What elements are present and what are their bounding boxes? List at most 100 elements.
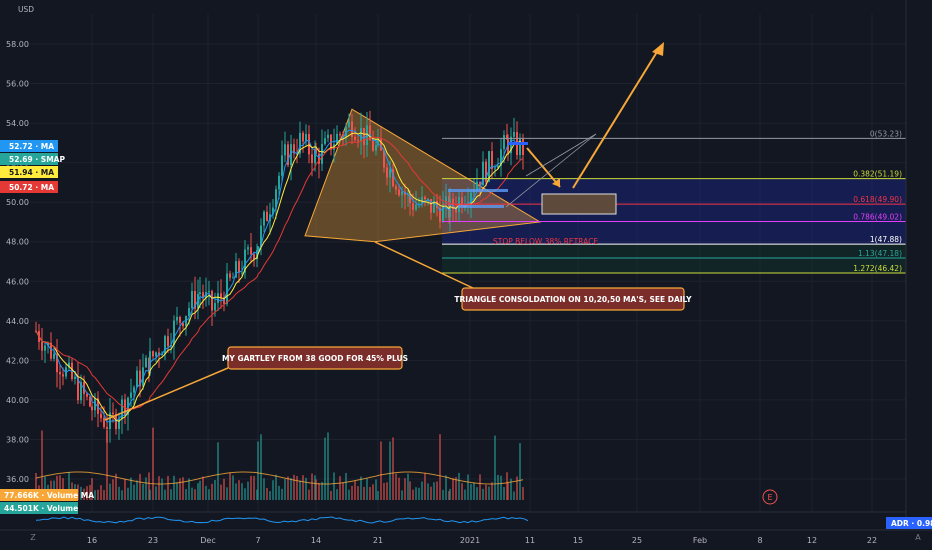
candle-body[interactable]: [314, 148, 316, 164]
candle-body[interactable]: [145, 357, 147, 368]
candle-body[interactable]: [278, 175, 280, 190]
candle-body[interactable]: [232, 277, 234, 279]
candle-body[interactable]: [436, 200, 438, 208]
candle-body[interactable]: [315, 148, 317, 154]
candle-body[interactable]: [302, 132, 304, 142]
candle-body[interactable]: [360, 127, 362, 141]
candle-body[interactable]: [214, 303, 216, 311]
candle-body[interactable]: [491, 151, 493, 169]
candle-body[interactable]: [470, 192, 472, 203]
candle-body[interactable]: [401, 191, 403, 196]
candle-body[interactable]: [284, 144, 286, 156]
candle-body[interactable]: [194, 290, 196, 309]
candle-body[interactable]: [53, 353, 55, 359]
earnings-circle[interactable]: [762, 489, 778, 505]
candle-body[interactable]: [461, 197, 463, 208]
candle-body[interactable]: [97, 398, 99, 414]
candle-body[interactable]: [519, 138, 521, 155]
candle-body[interactable]: [392, 169, 394, 187]
candle-body[interactable]: [241, 272, 243, 274]
candle-body[interactable]: [398, 189, 400, 196]
candle-body[interactable]: [44, 345, 46, 351]
candle-body[interactable]: [253, 254, 255, 260]
candle-body[interactable]: [56, 353, 58, 373]
fibonacci-levels[interactable]: 0(53.23) 0.382(51.19) 0.618(49.90) 0.786(49…: [442, 129, 906, 274]
candle-body[interactable]: [507, 139, 509, 154]
target-box[interactable]: [541, 193, 617, 215]
candle-body[interactable]: [311, 154, 313, 164]
candle-body[interactable]: [94, 398, 96, 411]
candle-body[interactable]: [62, 374, 64, 377]
candle-body[interactable]: [287, 144, 289, 165]
candle-body[interactable]: [229, 273, 231, 278]
candle-body[interactable]: [182, 322, 184, 327]
candle-body[interactable]: [205, 292, 207, 298]
candle-body[interactable]: [256, 250, 258, 260]
candle-body[interactable]: [494, 168, 496, 170]
candle-body[interactable]: [176, 316, 178, 321]
candle-body[interactable]: [80, 382, 82, 401]
candle-body[interactable]: [133, 387, 135, 393]
candle-body[interactable]: [191, 290, 193, 309]
earnings-marker[interactable]: E: [767, 493, 772, 502]
candle-body[interactable]: [41, 341, 43, 351]
candle-body[interactable]: [208, 290, 210, 293]
candle-body[interactable]: [50, 342, 52, 359]
candle-body[interactable]: [74, 376, 76, 379]
candle-body[interactable]: [424, 197, 426, 200]
candle-body[interactable]: [223, 297, 225, 304]
candle-body[interactable]: [369, 125, 371, 141]
candle-body[interactable]: [260, 225, 262, 247]
candle-body[interactable]: [266, 211, 268, 222]
candle-body[interactable]: [375, 145, 377, 151]
candle-body[interactable]: [503, 135, 505, 150]
candle-body[interactable]: [238, 261, 240, 273]
candle-body[interactable]: [257, 246, 259, 251]
gartley-callout-box[interactable]: [227, 346, 403, 370]
candle-body[interactable]: [354, 136, 356, 141]
candle-body[interactable]: [188, 308, 190, 316]
candle-body[interactable]: [377, 138, 379, 146]
candle-body[interactable]: [226, 273, 228, 304]
candle-body[interactable]: [244, 249, 246, 273]
candle-body[interactable]: [89, 396, 91, 407]
candle-body[interactable]: [155, 352, 157, 357]
candle-body[interactable]: [47, 342, 49, 346]
footer-left-icon[interactable]: Z: [30, 533, 36, 542]
candle-body[interactable]: [68, 362, 70, 368]
candle-body[interactable]: [383, 150, 385, 168]
candle-body[interactable]: [415, 204, 417, 210]
candle-body[interactable]: [305, 134, 307, 142]
candle-body[interactable]: [318, 153, 320, 164]
candle-body[interactable]: [380, 138, 382, 151]
candle-body[interactable]: [112, 412, 114, 414]
candle-body[interactable]: [513, 131, 515, 137]
candle-body[interactable]: [121, 399, 123, 419]
candle-body[interactable]: [106, 426, 108, 430]
candle-body[interactable]: [299, 132, 301, 154]
candle-body[interactable]: [275, 189, 277, 208]
candle-body[interactable]: [485, 161, 487, 182]
candle-body[interactable]: [439, 207, 441, 222]
candle-body[interactable]: [479, 181, 481, 186]
candle-body[interactable]: [321, 144, 323, 164]
candle-body[interactable]: [127, 397, 129, 415]
candle-body[interactable]: [357, 140, 359, 142]
triangle-callout-box[interactable]: [461, 287, 685, 311]
candle-body[interactable]: [136, 370, 138, 388]
candle-body[interactable]: [250, 247, 252, 255]
candle-body[interactable]: [488, 151, 490, 182]
candle-body[interactable]: [235, 261, 237, 278]
candle-body[interactable]: [263, 211, 265, 226]
candle-body[interactable]: [202, 292, 204, 298]
candle-body[interactable]: [455, 208, 457, 213]
candle-body[interactable]: [247, 247, 249, 250]
candle-body[interactable]: [500, 149, 502, 166]
candle-body[interactable]: [449, 198, 451, 218]
footer-right-icon[interactable]: A: [915, 533, 921, 542]
candle-body[interactable]: [351, 121, 353, 137]
candle-body[interactable]: [164, 336, 166, 354]
candle-body[interactable]: [445, 196, 447, 204]
candle-body[interactable]: [324, 138, 326, 145]
candle-body[interactable]: [348, 121, 350, 127]
